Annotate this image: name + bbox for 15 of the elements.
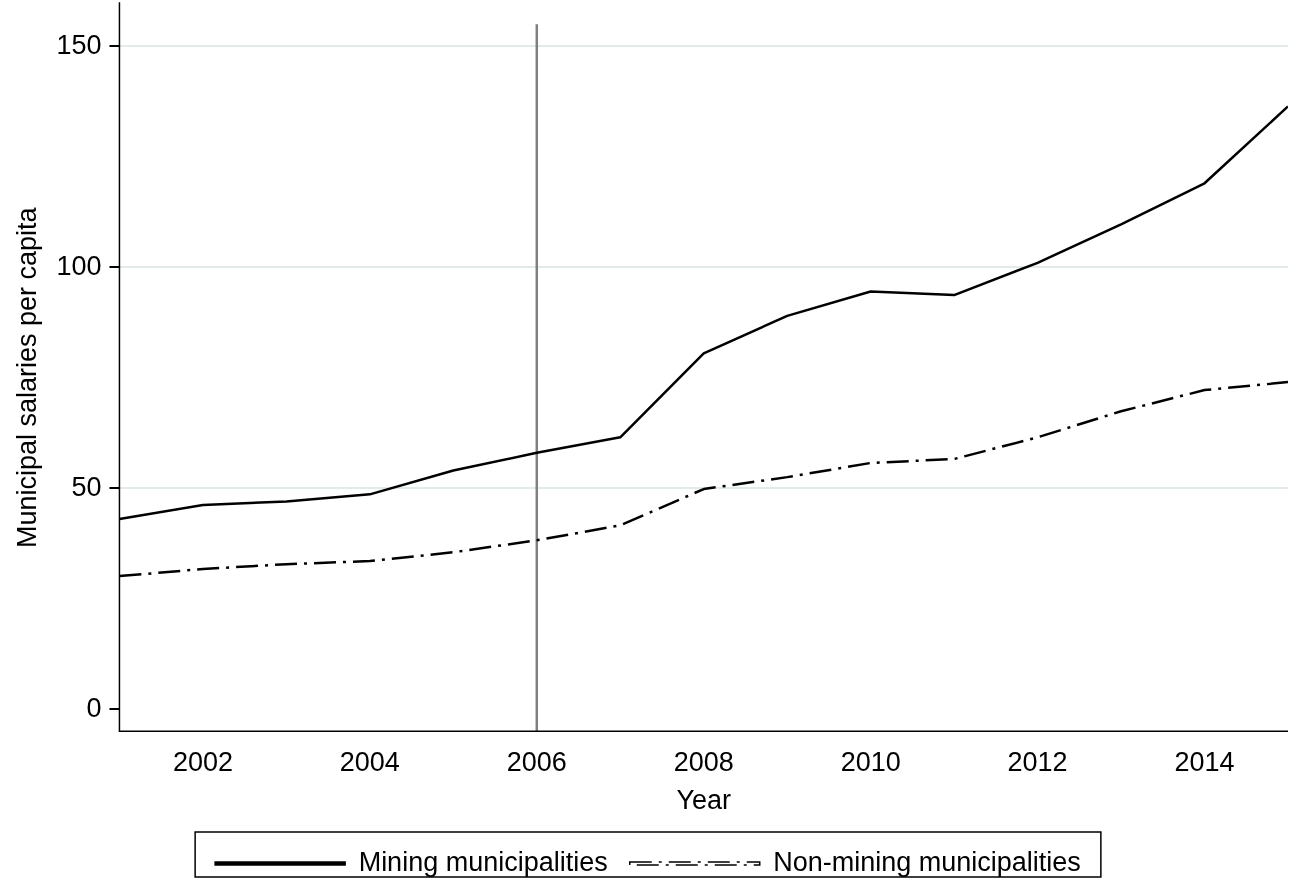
y-axis-title: Municipal salaries per capita <box>11 206 42 549</box>
legend-label: Non-mining municipalities <box>773 846 1081 877</box>
x-tick-label: 2008 <box>673 746 734 777</box>
x-tick-label: 2012 <box>1007 746 1068 777</box>
x-tick-label: 2014 <box>1174 746 1235 777</box>
y-tick-label: 50 <box>71 471 102 502</box>
legend-label: Mining municipalities <box>358 846 608 877</box>
y-tick-label: 150 <box>56 29 102 60</box>
x-tick-label: 2006 <box>506 746 567 777</box>
y-tick-label: 0 <box>86 692 102 723</box>
y-tick-label: 100 <box>56 250 102 281</box>
x-tick-label: 2004 <box>339 746 400 777</box>
x-tick-label: 2010 <box>840 746 901 777</box>
x-tick-label: 2002 <box>172 746 233 777</box>
x-axis-title: Year <box>676 785 732 816</box>
